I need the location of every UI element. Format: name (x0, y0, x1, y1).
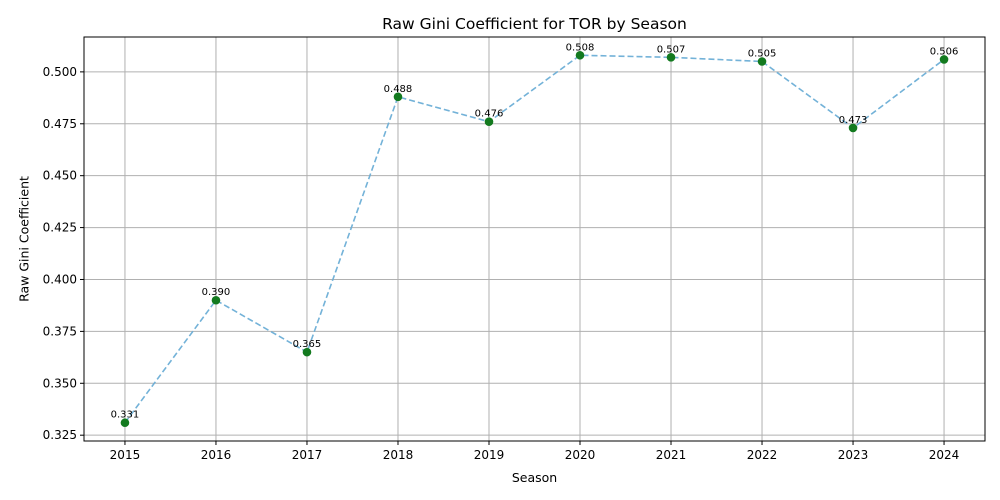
x-tick-label: 2017 (292, 448, 323, 462)
data-point (120, 418, 130, 428)
x-tick-label: 2019 (474, 448, 505, 462)
y-tick-label: 0.500 (43, 65, 77, 79)
data-label: 0.506 (930, 46, 959, 57)
y-tick-label: 0.425 (43, 221, 77, 235)
y-tick-label: 0.375 (43, 324, 77, 338)
data-point (575, 50, 585, 60)
data-point (666, 53, 676, 62)
x-tick-label: 2018 (383, 448, 414, 462)
data-label: 0.505 (748, 48, 777, 59)
data-label: 0.390 (202, 287, 231, 298)
x-tick-label: 2015 (110, 448, 141, 462)
chart-title: Raw Gini Coefficient for TOR by Season (382, 15, 687, 33)
y-tick-label: 0.400 (43, 272, 77, 286)
y-axis-label: Raw Gini Coefficient (17, 176, 32, 302)
x-tick-label: 2021 (656, 448, 687, 462)
data-point (848, 123, 858, 133)
data-point (484, 117, 494, 127)
plot-frame (83, 36, 986, 442)
data-label: 0.488 (384, 84, 413, 95)
y-tick-label: 0.350 (43, 376, 77, 390)
data-point (211, 295, 221, 305)
data-point (757, 57, 767, 66)
data-label: 0.473 (839, 115, 868, 126)
data-label-layer: 0.331 0.390 0.365 0.488 0.476 0.508 0.507 0.505… (111, 42, 959, 420)
data-label: 0.508 (566, 42, 595, 53)
data-label: 0.365 (293, 339, 322, 350)
y-tick-label: 0.325 (43, 428, 77, 442)
data-point (939, 55, 949, 64)
x-tick-label: 2022 (747, 448, 778, 462)
y-tick-label: 0.475 (43, 117, 77, 131)
y-tick-label: 0.450 (43, 169, 77, 183)
x-axis-label: Season (512, 470, 557, 485)
data-label: 0.507 (657, 44, 686, 55)
x-tick-label: 2016 (201, 448, 232, 462)
axis-ticks: 2015 2016 2017 2018 2019 2020 2021 2022 2023 2024… (43, 65, 960, 462)
x-tick-label: 2023 (838, 448, 869, 462)
data-point (302, 347, 312, 357)
data-label: 0.331 (111, 410, 140, 421)
grid-lines (84, 37, 985, 441)
data-point (393, 92, 403, 102)
series-line (124, 54, 945, 424)
x-tick-label: 2024 (929, 448, 960, 462)
data-label: 0.476 (475, 109, 504, 120)
series-line-layer (124, 54, 945, 424)
x-tick-label: 2020 (565, 448, 596, 462)
data-point-layer (120, 50, 949, 428)
